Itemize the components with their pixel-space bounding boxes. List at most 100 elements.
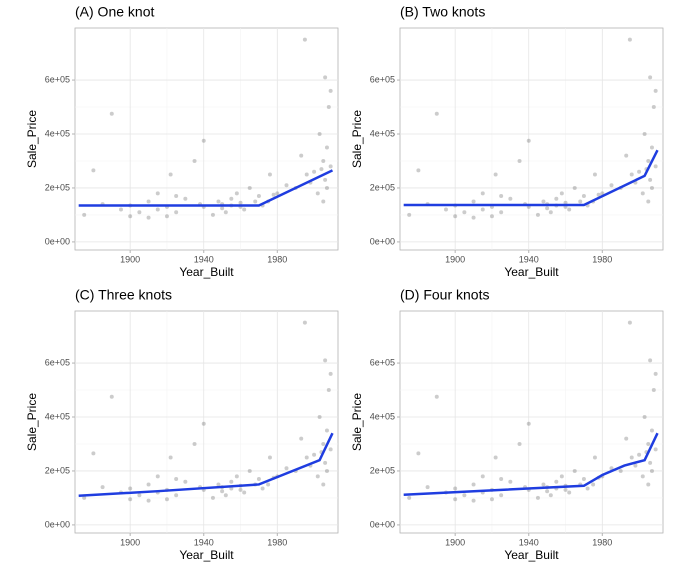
data-point <box>572 185 577 190</box>
data-point <box>526 421 531 426</box>
data-point <box>443 207 448 212</box>
y-axis-label: Sale_Price <box>350 110 364 168</box>
data-point <box>629 172 634 177</box>
data-point <box>155 474 160 479</box>
data-point <box>649 468 654 473</box>
data-point <box>462 493 467 498</box>
data-point <box>653 371 658 376</box>
data-point <box>508 479 513 484</box>
data-point <box>304 172 309 177</box>
data-point <box>315 191 320 196</box>
data-point <box>234 474 239 479</box>
data-point <box>471 498 476 503</box>
data-point <box>275 191 280 196</box>
data-point <box>323 75 328 80</box>
x-tick-label: 1980 <box>592 254 612 264</box>
data-point <box>627 320 632 325</box>
data-point <box>471 199 476 204</box>
data-point <box>328 164 333 169</box>
data-point <box>541 482 546 487</box>
data-point <box>146 215 151 220</box>
fit-line <box>403 149 659 207</box>
y-tick-label: 4e+05 <box>370 128 395 138</box>
data-point <box>253 199 258 204</box>
x-tick-label: 1940 <box>519 537 539 547</box>
data-point <box>146 482 151 487</box>
plot-panel <box>399 310 664 534</box>
data-point <box>323 358 328 363</box>
data-point <box>535 495 540 500</box>
data-point <box>324 468 329 473</box>
data-point <box>247 468 252 473</box>
data-point <box>256 194 261 199</box>
data-point <box>554 479 559 484</box>
data-point <box>434 394 439 399</box>
data-point <box>480 191 485 196</box>
data-point <box>183 196 188 201</box>
data-point <box>321 482 326 487</box>
data-point <box>82 212 87 217</box>
data-point <box>627 37 632 42</box>
x-tick-label: 1940 <box>194 254 214 264</box>
data-point <box>489 497 494 502</box>
data-point <box>499 493 504 498</box>
y-tick-label: 2e+05 <box>45 182 70 192</box>
y-tick-label: 2e+05 <box>370 182 395 192</box>
data-point <box>155 207 160 212</box>
data-point <box>648 358 653 363</box>
data-point <box>648 75 653 80</box>
data-point <box>238 200 243 205</box>
data-point <box>201 421 206 426</box>
data-point <box>229 196 234 201</box>
y-tick-label: 0e+00 <box>370 519 395 529</box>
data-point <box>323 177 328 182</box>
data-point <box>581 477 586 482</box>
y-tick-label: 0e+00 <box>370 236 395 246</box>
data-point <box>493 172 498 177</box>
data-point <box>82 495 87 500</box>
y-axis-label: Sale_Price <box>350 393 364 451</box>
data-point <box>304 455 309 460</box>
data-point <box>567 207 572 212</box>
data-point <box>581 194 586 199</box>
data-point <box>653 164 658 169</box>
x-tick-label: 1900 <box>445 537 465 547</box>
chart-title: (D) Four knots <box>400 287 489 303</box>
y-tick-label: 6e+05 <box>45 357 70 367</box>
data-point <box>256 477 261 482</box>
x-tick-label: 1900 <box>445 254 465 264</box>
data-point <box>499 194 504 199</box>
data-point <box>637 169 642 174</box>
data-point <box>642 132 647 137</box>
data-point <box>100 485 105 490</box>
x-tick-label: 1980 <box>592 537 612 547</box>
data-point <box>174 194 179 199</box>
plot-panel <box>399 27 664 251</box>
data-point <box>328 371 333 376</box>
data-point <box>312 169 317 174</box>
data-point <box>324 145 329 150</box>
y-tick-label: 2e+05 <box>45 465 70 475</box>
data-point <box>128 486 133 491</box>
data-point <box>216 482 221 487</box>
y-tick-label: 0e+00 <box>45 519 70 529</box>
data-point <box>649 145 654 150</box>
data-point <box>324 185 329 190</box>
data-point <box>572 468 577 473</box>
data-point <box>168 172 173 177</box>
data-point <box>328 88 333 93</box>
data-point <box>637 452 642 457</box>
data-point <box>164 214 169 219</box>
data-point <box>260 486 265 491</box>
data-point <box>242 490 247 495</box>
data-point <box>284 466 289 471</box>
y-tick-label: 4e+05 <box>370 411 395 421</box>
x-axis-label: Year_Built <box>504 265 559 279</box>
data-point <box>517 158 522 163</box>
data-point <box>651 388 656 393</box>
data-point <box>640 191 645 196</box>
data-point <box>499 477 504 482</box>
data-point <box>471 215 476 220</box>
data-point <box>146 199 151 204</box>
data-point <box>312 452 317 457</box>
